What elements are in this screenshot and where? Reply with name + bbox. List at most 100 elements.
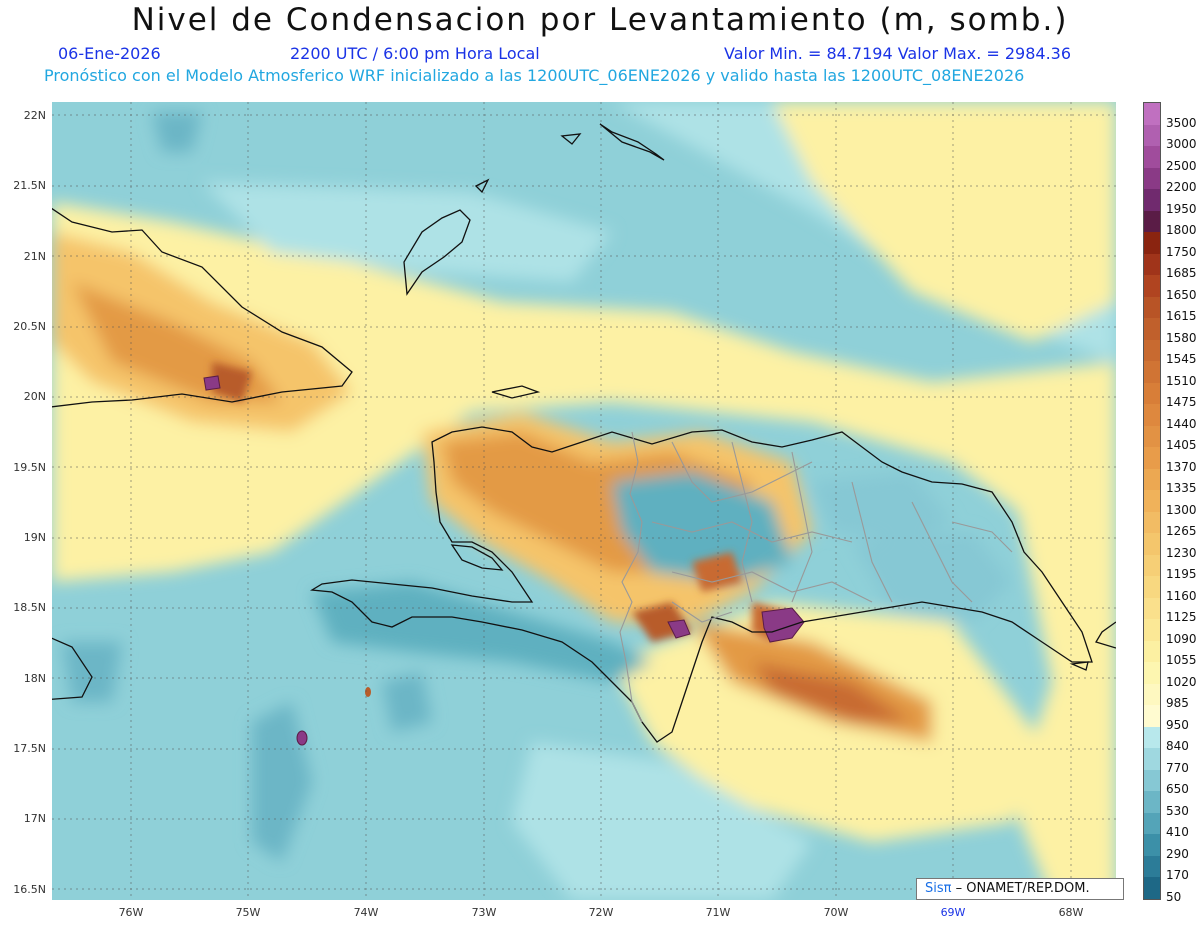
colorbar-label: 1055 [1166, 653, 1197, 668]
lcl-map [52, 102, 1116, 900]
lat-label-21n: 21N [23, 250, 46, 263]
colorbar-swatch [1144, 361, 1160, 384]
colorbar-swatch [1144, 683, 1160, 706]
lat-label-19-5n: 19.5N [13, 461, 46, 474]
colorbar-label: 530 [1166, 803, 1189, 818]
colorbar-swatch [1144, 877, 1160, 900]
lat-label-20n: 20N [23, 390, 46, 403]
colorbar-swatch [1144, 167, 1160, 190]
colorbar-swatch [1144, 619, 1160, 642]
colorbar-label: 1335 [1166, 481, 1197, 496]
lon-label-75w: 75W [235, 906, 261, 919]
colorbar-swatch [1144, 597, 1160, 620]
lon-label-72w: 72W [588, 906, 614, 919]
lat-label-16-5n: 16.5N [13, 883, 46, 896]
colorbar-swatch [1144, 146, 1160, 169]
lon-label-69w: 69W [940, 906, 966, 919]
colorbar-swatch [1144, 296, 1160, 319]
colorbar-swatch [1144, 339, 1160, 362]
colorbar-swatch [1144, 812, 1160, 835]
colorbar-label: 1265 [1166, 524, 1197, 539]
colorbar-label: 1800 [1166, 223, 1197, 238]
colorbar-swatch [1144, 748, 1160, 771]
colorbar-label: 1300 [1166, 502, 1197, 517]
colorbar-label: 3000 [1166, 137, 1197, 152]
colorbar-label: 1685 [1166, 266, 1197, 281]
min-max-values: Valor Min. = 84.7194 Valor Max. = 2984.3… [724, 44, 1072, 63]
colorbar-swatch [1144, 834, 1160, 857]
colorbar-label: 840 [1166, 739, 1189, 754]
colorbar-swatch [1144, 705, 1160, 728]
colorbar-label: 1405 [1166, 438, 1197, 453]
lat-label-17-5n: 17.5N [13, 742, 46, 755]
colorbar-swatch [1144, 576, 1160, 599]
colorbar-label: 1020 [1166, 674, 1197, 689]
colorbar-label: 2500 [1166, 158, 1197, 173]
colorbar-label: 50 [1166, 890, 1182, 904]
lat-label-17n: 17N [23, 812, 46, 825]
forecast-date: 06-Ene-2026 [58, 44, 161, 63]
lon-label-73w: 73W [471, 906, 497, 919]
colorbar-label: 170 [1166, 868, 1189, 883]
coastlines [52, 123, 1116, 743]
colorbar-label: 1195 [1166, 567, 1197, 582]
colorbar-swatch [1144, 124, 1160, 147]
colorbar [1143, 102, 1161, 900]
colorbar-label: 1090 [1166, 631, 1197, 646]
colorbar-label: 1230 [1166, 545, 1197, 560]
colorbar-swatch [1144, 769, 1160, 792]
colorbar-label: 950 [1166, 717, 1189, 732]
lcl-shading [52, 102, 1116, 900]
credit-box: Sisπ – ONAMET/REP.DOM. [916, 878, 1124, 900]
lon-label-68w: 68W [1058, 906, 1084, 919]
lat-label-18-5n: 18.5N [13, 601, 46, 614]
colorbar-label: 290 [1166, 846, 1189, 861]
colorbar-label: 3500 [1166, 115, 1197, 130]
lat-label-22n: 22N [23, 109, 46, 122]
sispi-logo: Sisπ [925, 881, 952, 896]
colorbar-swatch [1144, 490, 1160, 513]
colorbar-label: 1370 [1166, 459, 1197, 474]
colorbar-swatch [1144, 533, 1160, 556]
max-region-3 [203, 375, 221, 391]
lat-label-21-5n: 21.5N [13, 179, 46, 192]
colorbar-swatch [1144, 253, 1160, 276]
colorbar-swatch [1144, 318, 1160, 341]
colorbar-swatch [1144, 275, 1160, 298]
colorbar-swatch [1144, 791, 1160, 814]
colorbar-label: 650 [1166, 782, 1189, 797]
colorbar-swatch [1144, 511, 1160, 534]
colorbar-swatch [1144, 468, 1160, 491]
colorbar-label: 1615 [1166, 309, 1197, 324]
credit-text: – ONAMET/REP.DOM. [955, 881, 1090, 896]
lon-label-76w: 76W [118, 906, 144, 919]
colorbar-swatch [1144, 726, 1160, 749]
colorbar-label: 1125 [1166, 610, 1197, 625]
colorbar-swatch [1144, 554, 1160, 577]
colorbar-label: 2200 [1166, 180, 1197, 195]
colorbar-label: 985 [1166, 696, 1189, 711]
colorbar-swatch [1144, 103, 1160, 125]
forecast-description: Pronóstico con el Modelo Atmosferico WRF… [44, 66, 1025, 85]
lon-label-71w: 71W [705, 906, 731, 919]
colorbar-label: 1545 [1166, 352, 1197, 367]
colorbar-label: 1580 [1166, 330, 1197, 345]
lat-label-20-5n: 20.5N [13, 320, 46, 333]
map-title: Nivel de Condensacion por Levantamiento … [131, 2, 1069, 38]
colorbar-label: 410 [1166, 825, 1189, 840]
colorbar-swatch [1144, 404, 1160, 427]
max-region-4 [296, 730, 308, 746]
graticule [52, 102, 1116, 900]
colorbar-label: 1475 [1166, 395, 1197, 410]
colorbar-swatch [1144, 640, 1160, 663]
colorbar-label: 1650 [1166, 287, 1197, 302]
colorbar-label: 1750 [1166, 244, 1197, 259]
borders [619, 431, 1013, 723]
colorbar-swatch [1144, 447, 1160, 470]
forecast-time: 2200 UTC / 6:00 pm Hora Local [290, 44, 540, 63]
colorbar-swatch [1144, 382, 1160, 405]
colorbar-swatch [1144, 210, 1160, 233]
lon-label-70w: 70W [823, 906, 849, 919]
lon-label-74w: 74W [353, 906, 379, 919]
colorbar-swatch [1144, 425, 1160, 448]
